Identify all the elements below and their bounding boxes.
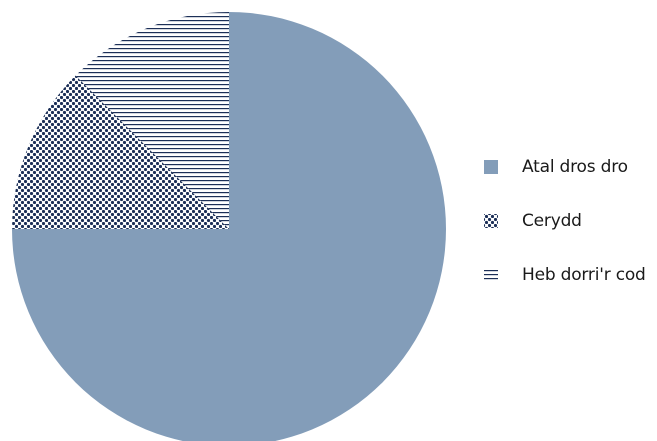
legend-item-heb-dorri-r-cod: Heb dorri'r cod <box>482 248 646 302</box>
legend: Atal dros dro Cerydd Heb dorri'r cod <box>482 140 646 302</box>
legend-swatch-lines-icon <box>484 268 498 282</box>
legend-label: Cerydd <box>522 211 582 231</box>
legend-item-atal-dros-dro: Atal dros dro <box>482 140 646 194</box>
legend-label: Heb dorri'r cod <box>522 265 646 285</box>
pie-slices <box>12 11 446 441</box>
legend-label: Atal dros dro <box>522 157 628 177</box>
legend-swatch-dots-icon <box>484 214 498 228</box>
pie-slice-cerydd <box>12 75 229 229</box>
pie-slice-heb-dorri-r-cod <box>75 11 229 230</box>
legend-swatch-solid-icon <box>484 160 498 174</box>
legend-item-cerydd: Cerydd <box>482 194 646 248</box>
